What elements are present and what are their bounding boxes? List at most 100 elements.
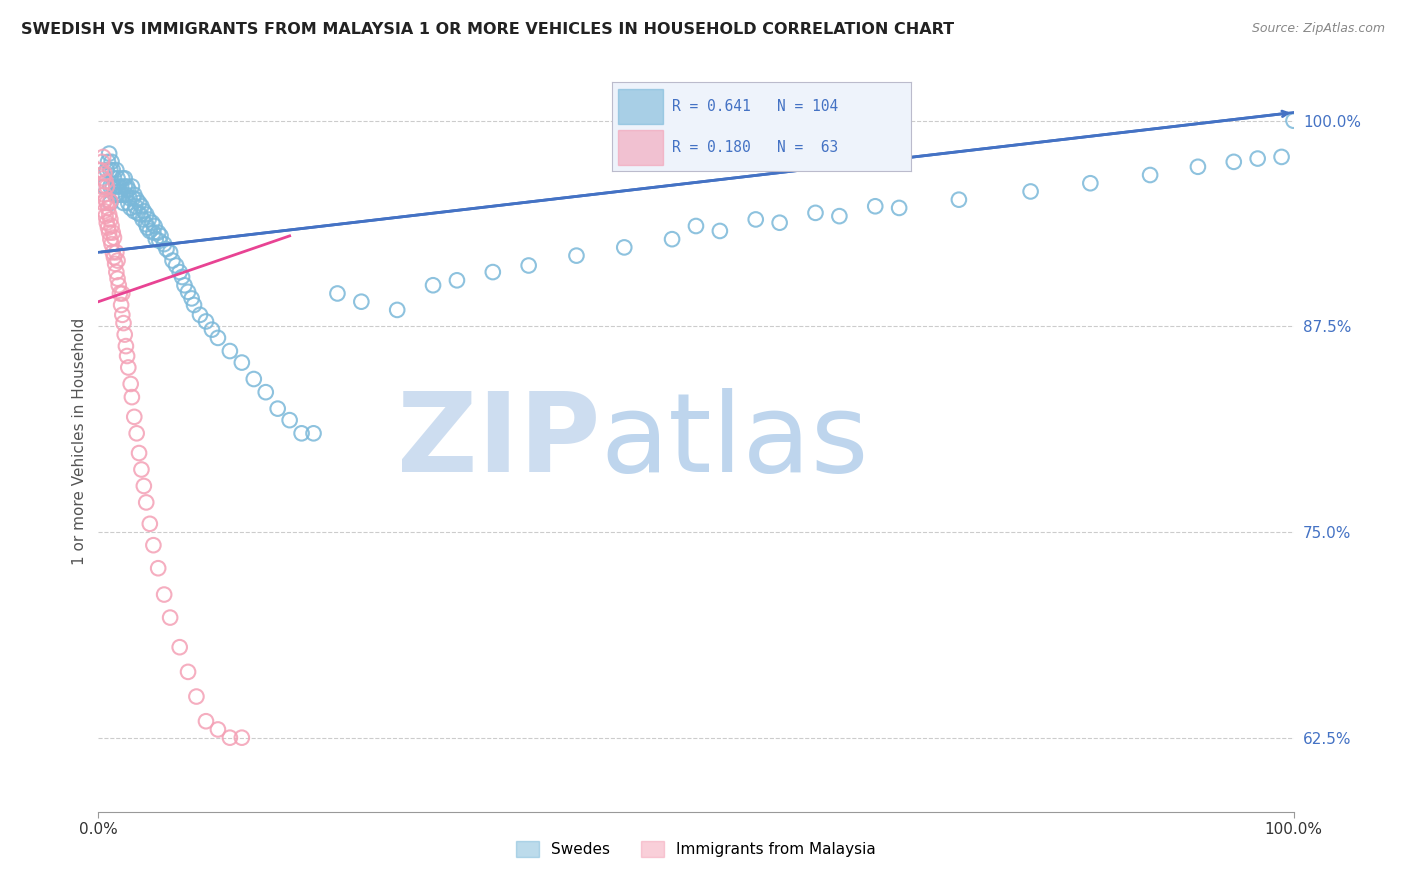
Point [128,196,150,211]
Point [177,285,200,299]
Point [132,479,155,493]
Point [93,166,115,180]
Point [98,226,121,240]
Point [169,640,191,655]
Point [101,245,124,260]
Point [153,237,176,252]
Point [565,249,588,263]
Point [125,193,148,207]
Point [948,193,970,207]
Point [112,196,135,211]
Point [96,196,118,211]
Point [121,390,143,404]
Point [108,187,131,202]
Point [188,308,211,322]
Point [98,179,122,194]
Point [121,179,143,194]
Point [94,175,117,189]
Point [162,253,184,268]
Point [183,298,205,312]
Point [148,561,170,575]
Point [103,250,125,264]
Point [118,191,141,205]
Point [103,171,125,186]
Point [107,187,129,202]
Point [104,187,127,202]
Point [135,495,157,509]
Point [100,237,122,252]
Point [1187,160,1209,174]
Point [117,183,139,197]
Point [155,242,177,256]
Point [136,220,159,235]
Point [103,230,125,244]
Point [142,538,165,552]
Point [91,179,114,194]
Point [180,292,202,306]
Point [172,270,194,285]
Point [115,349,138,363]
Point [120,201,142,215]
Point [201,323,224,337]
Point [291,426,314,441]
Legend: Swedes, Immigrants from Malaysia: Swedes, Immigrants from Malaysia [510,835,882,863]
Point [177,665,200,679]
Point [105,265,128,279]
Point [135,207,157,221]
Point [105,245,128,260]
Point [159,245,181,260]
Point [131,212,153,227]
Point [243,372,266,386]
Point [98,207,121,221]
Point [98,212,122,227]
Point [91,196,114,211]
Point [105,163,128,178]
Point [1223,154,1246,169]
Point [120,376,142,391]
Text: ZIP: ZIP [396,388,600,495]
Point [768,216,790,230]
Point [159,610,181,624]
Point [135,218,157,232]
Point [143,219,166,233]
Point [1271,150,1294,164]
Point [254,385,277,400]
Point [1080,176,1102,190]
Point [114,171,136,186]
Point [145,232,167,246]
Point [93,204,115,219]
Point [101,226,124,240]
Point [195,714,218,729]
Point [108,286,131,301]
Point [124,187,146,202]
Point [117,360,139,375]
Point [148,226,170,240]
Point [107,271,129,285]
Point [115,179,138,194]
Point [125,426,148,441]
Point [131,199,153,213]
Point [139,224,162,238]
Point [153,588,176,602]
Point [165,259,187,273]
Point [141,216,163,230]
Point [100,219,122,233]
Point [267,401,290,416]
Point [828,209,851,223]
Point [350,294,373,309]
Point [96,163,118,178]
Point [97,154,120,169]
Point [107,253,129,268]
Point [97,201,120,215]
Point [385,302,409,317]
Point [93,187,115,202]
Point [115,187,138,202]
Point [142,226,165,240]
Point [149,228,172,243]
Point [804,206,827,220]
Point [173,278,195,293]
Point [97,220,120,235]
Point [1282,113,1305,128]
Point [111,187,134,202]
Point [745,212,768,227]
